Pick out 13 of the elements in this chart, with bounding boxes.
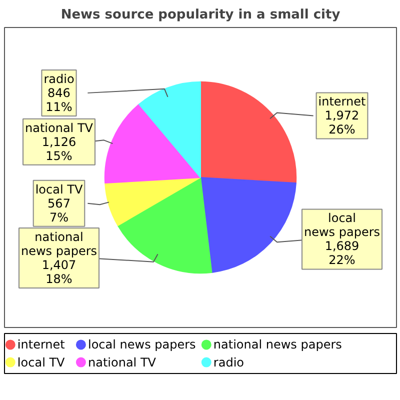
legend-label: local TV <box>17 355 66 370</box>
legend-label: radio <box>213 355 244 370</box>
data-label: radio 846 11% <box>44 72 74 114</box>
legend-label: national TV <box>88 355 157 370</box>
legend-label: internet <box>17 338 66 352</box>
chart-title: News source popularity in a small city <box>60 8 341 22</box>
data-label: local news papers 1,689 22% <box>304 211 380 268</box>
legend-label: local news papers <box>88 338 196 352</box>
data-label: national news papers 1,407 18% <box>20 230 98 286</box>
legend-label: national news papers <box>213 338 342 352</box>
data-label: internet 1,972 26% <box>318 94 366 137</box>
data-label: national TV 1,126 15% <box>25 120 94 163</box>
data-label: local TV 567 7% <box>35 182 84 224</box>
